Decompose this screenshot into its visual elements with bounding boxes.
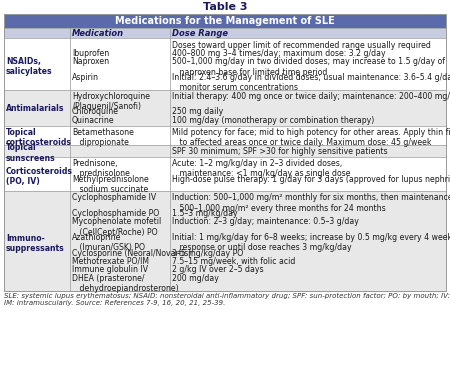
Text: Betamethasone
   dipropionate: Betamethasone dipropionate <box>72 128 134 147</box>
Text: Azathioprine
   (Imuran/GSK) PO: Azathioprine (Imuran/GSK) PO <box>72 233 145 252</box>
Text: Antimalarials: Antimalarials <box>6 104 64 113</box>
Text: Prednisone,
   prednisolone: Prednisone, prednisolone <box>72 159 130 178</box>
Text: 1.5–3 mg/kg/day: 1.5–3 mg/kg/day <box>172 209 238 218</box>
Text: 3–5 mg/kg/day PO: 3–5 mg/kg/day PO <box>172 248 243 257</box>
Text: Initial: 2.4–3.6 g/day in divided doses; usual maintenance: 3.6–5.4 g/day;
   mo: Initial: 2.4–3.6 g/day in divided doses;… <box>172 73 450 92</box>
Text: NSAIDs,
salicylates: NSAIDs, salicylates <box>6 57 53 76</box>
Text: 2 g/kg IV over 2–5 days: 2 g/kg IV over 2–5 days <box>172 265 264 274</box>
Text: 400–800 mg 3–4 times/day; maximum dose: 3.2 g/day: 400–800 mg 3–4 times/day; maximum dose: … <box>172 49 386 58</box>
Text: Cyclophosphamide PO: Cyclophosphamide PO <box>72 209 159 218</box>
Text: Corticosteroids
(PO, IV): Corticosteroids (PO, IV) <box>6 167 73 186</box>
Text: Mild potency for face; mid to high potency for other areas. Apply thin film
   t: Mild potency for face; mid to high poten… <box>172 128 450 147</box>
Text: Methylprednisolone
   sodium succinate: Methylprednisolone sodium succinate <box>72 175 149 194</box>
Text: Aspirin: Aspirin <box>72 73 99 82</box>
Text: Ibuprofen: Ibuprofen <box>72 49 109 58</box>
Text: SLE: systemic lupus erythematosus; NSAID: nonsteroidal anti-inflammatory drug; S: SLE: systemic lupus erythematosus; NSAID… <box>4 293 450 306</box>
Text: Topical
corticosteroids: Topical corticosteroids <box>6 128 72 147</box>
Text: 200 mg/day: 200 mg/day <box>172 274 219 283</box>
Text: Hydroxychloroquine
(Plaquenil/Sanofi): Hydroxychloroquine (Plaquenil/Sanofi) <box>72 92 150 111</box>
Text: DHEA (prasterone/
   dehydroepiandrosterone): DHEA (prasterone/ dehydroepiandrosterone… <box>72 274 179 293</box>
Bar <box>4 14 446 291</box>
Text: Naproxen: Naproxen <box>72 58 109 67</box>
Text: 100 mg/day (monotherapy or combination therapy): 100 mg/day (monotherapy or combination t… <box>172 116 374 125</box>
Bar <box>4 89 446 125</box>
Text: Induction: 2–3 g/day; maintenance: 0.5–3 g/day: Induction: 2–3 g/day; maintenance: 0.5–3… <box>172 217 359 226</box>
Text: 500–1,000 mg/day in two divided doses; may increase to 1.5 g/day of
   naproxen : 500–1,000 mg/day in two divided doses; m… <box>172 58 445 77</box>
Text: Cyclophosphamide IV: Cyclophosphamide IV <box>72 194 156 202</box>
Text: Initial therapy: 400 mg once or twice daily; maintenance: 200–400 mg/day: Initial therapy: 400 mg once or twice da… <box>172 92 450 101</box>
Text: Acute: 1–2 mg/kg/day in 2–3 divided doses,
   maintenance: <1 mg/kg/day as singl: Acute: 1–2 mg/kg/day in 2–3 divided dose… <box>172 159 351 178</box>
Bar <box>4 14 446 28</box>
Text: Chloroquine: Chloroquine <box>72 108 119 116</box>
Text: Topical
sunscreens: Topical sunscreens <box>6 144 56 163</box>
Bar <box>4 144 446 156</box>
Text: 7.5–15 mg/week, with folic acid: 7.5–15 mg/week, with folic acid <box>172 257 295 266</box>
Text: Induction: 500–1,000 mg/m² monthly for six months, then maintenance:
   500–1,00: Induction: 500–1,000 mg/m² monthly for s… <box>172 194 450 213</box>
Text: Doses toward upper limit of recommended range usually required: Doses toward upper limit of recommended … <box>172 41 431 50</box>
Bar <box>4 38 446 89</box>
Text: 250 mg daily: 250 mg daily <box>172 108 223 116</box>
Text: Immune globulin IV: Immune globulin IV <box>72 265 148 274</box>
Bar <box>4 191 446 291</box>
Text: Table 3: Table 3 <box>203 2 247 12</box>
Text: Quinacrine: Quinacrine <box>72 116 115 125</box>
Bar <box>4 28 446 38</box>
Text: Medications for the Management of SLE: Medications for the Management of SLE <box>115 16 335 26</box>
Text: Immuno-
suppressants: Immuno- suppressants <box>6 234 65 253</box>
Text: Methotrexate PO/IM: Methotrexate PO/IM <box>72 257 149 266</box>
Bar <box>4 156 446 191</box>
Bar <box>4 125 446 144</box>
Text: SPF 30 minimum; SPF >30 for highly sensitive patients: SPF 30 minimum; SPF >30 for highly sensi… <box>172 147 387 156</box>
Text: Mycophenolate mofetil
   (CellCept/Roche) PO: Mycophenolate mofetil (CellCept/Roche) P… <box>72 217 161 237</box>
Text: High-dose pulse therapy: 1 g/day for 3 days (approved for lupus nephritis): High-dose pulse therapy: 1 g/day for 3 d… <box>172 175 450 183</box>
Text: Dose Range: Dose Range <box>172 29 228 38</box>
Text: Medication: Medication <box>72 29 124 38</box>
Text: Cyclosporine (Neoral/Novartis): Cyclosporine (Neoral/Novartis) <box>72 248 191 257</box>
Text: Initial: 1 mg/kg/day for 6–8 weeks; increase by 0.5 mg/kg every 4 weeks until
  : Initial: 1 mg/kg/day for 6–8 weeks; incr… <box>172 233 450 252</box>
